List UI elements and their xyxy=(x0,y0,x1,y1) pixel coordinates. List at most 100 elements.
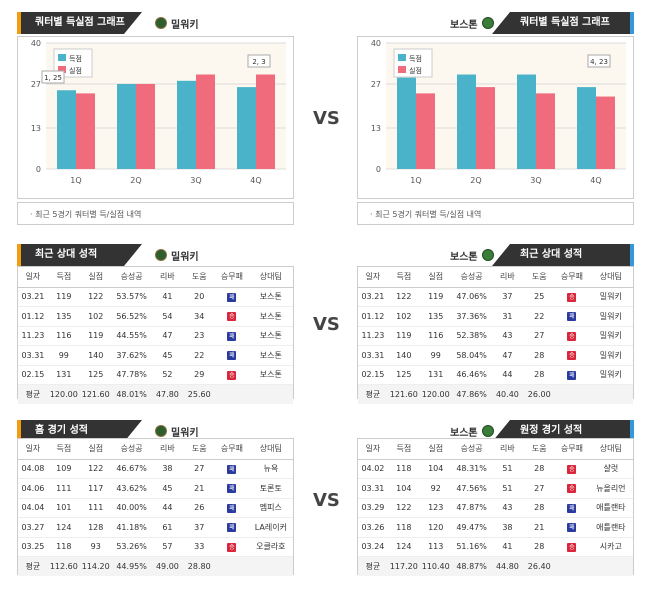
table-row: 03.31 104 92 47.56% 51 27 승 뉴올리언 xyxy=(358,478,633,499)
cell-pts: 135 xyxy=(47,306,80,327)
result-badge: 패 xyxy=(567,523,577,533)
recent-header-right: 최근 상대 성적 xyxy=(492,244,634,266)
legend-swatch xyxy=(398,66,406,73)
cell-team: 밀워키 xyxy=(588,365,633,385)
bar-conceded xyxy=(76,93,95,169)
column-header: 승성공 xyxy=(111,439,152,460)
bar-conceded xyxy=(536,93,555,169)
annotation-box xyxy=(587,54,611,68)
table-row: 01.12 102 135 37.36% 31 22 패 밀워키 xyxy=(358,306,633,327)
cell-team: 밀워키 xyxy=(588,345,633,366)
cell-team: 밀워키 xyxy=(588,287,633,307)
cell-pts: 122 xyxy=(387,498,420,518)
bar-conceded xyxy=(136,83,155,169)
cell-opp: 120 xyxy=(419,517,452,538)
result-badge-cell: 승 xyxy=(555,459,589,479)
cell-reb: 51 xyxy=(491,459,524,479)
avg-pct: 47.86% xyxy=(451,384,492,404)
quarter-panel-left: 쿼터별 득실점 그래프 밀워키 0 13 27 40 1Q 2Q 3Q 4Q 득점 실점 1, 25… xyxy=(17,12,294,225)
cell-team: 보스톤 xyxy=(248,345,293,366)
boston-logo-icon xyxy=(481,249,494,261)
table-row: 03.24 124 113 51.16% 41 28 승 시카고 xyxy=(358,537,633,557)
x-tick-label: 4Q xyxy=(590,176,601,185)
cell-team: 보스톤 xyxy=(248,306,293,327)
quarter-header-left: 쿼터별 득실점 그래프 xyxy=(17,12,142,34)
team-name: 밀워키 xyxy=(171,251,199,263)
cell-pts: 119 xyxy=(387,326,420,346)
cell-opp: 102 xyxy=(79,306,112,327)
cell-ast: 27 xyxy=(183,459,216,479)
table-header-row: 일자 득점 실점 승성공 리바 도움 승무패 상대팀 xyxy=(358,439,633,460)
result-badge: 승 xyxy=(227,370,237,380)
legend-label: 득점 xyxy=(409,55,422,63)
column-header: 리바 xyxy=(151,267,184,288)
annotation-label: 4, 23 xyxy=(590,58,608,66)
bar-conceded xyxy=(196,74,215,169)
cell-opp: 128 xyxy=(79,517,112,538)
avg-pct: 44.95% xyxy=(111,556,152,576)
cell-reb: 38 xyxy=(491,517,524,538)
cell-pts: 109 xyxy=(47,459,80,479)
result-badge-cell: 패 xyxy=(555,306,589,327)
cell-ast: 22 xyxy=(523,306,556,327)
legend-swatch xyxy=(58,66,66,73)
cell-pts: 119 xyxy=(47,287,80,307)
cell-date: 11.23 xyxy=(358,326,388,346)
table-row: 11.23 116 119 44.55% 47 23 패 보스톤 xyxy=(18,326,293,346)
avg-pct: 48.87% xyxy=(451,556,492,576)
average-row: 평균 117.20 110.40 48.87% 44.80 26.40 xyxy=(358,556,633,576)
column-header: 일자 xyxy=(358,267,388,288)
column-header: 리바 xyxy=(151,439,184,460)
result-badge: 승 xyxy=(567,484,577,494)
recent-title-left: 최근 상대 성적 xyxy=(35,249,98,260)
cell-opp: 123 xyxy=(419,498,452,518)
table-header-row: 일자 득점 실점 승성공 리바 도움 승무패 상대팀 xyxy=(358,267,633,288)
recent-header-left: 최근 상대 성적 xyxy=(17,244,142,266)
cell-pct: 56.52% xyxy=(111,306,152,327)
column-header: 득점 xyxy=(47,439,80,460)
table-row: 03.29 122 123 47.87% 43 28 패 애틀랜타 xyxy=(358,498,633,518)
x-tick-label: 3Q xyxy=(530,176,541,185)
quarter-title-left: 쿼터별 득실점 그래프 xyxy=(35,17,125,28)
cell-team: 뉴욕 xyxy=(248,459,293,479)
team-label-left: 밀워키 xyxy=(155,423,199,439)
table-row: 02.15 125 131 46.46% 44 28 패 밀워키 xyxy=(358,365,633,385)
column-header: 도움 xyxy=(183,439,216,460)
y-tick-label: 13 xyxy=(31,124,41,133)
cell-date: 03.26 xyxy=(358,517,388,538)
table-row: 03.21 122 119 47.06% 37 25 승 밀워키 xyxy=(358,287,633,307)
cell-opp: 104 xyxy=(419,459,452,479)
recent-panel-left: 최근 상대 성적 밀워키 일자 득점 실점 승성공 리바 도움 승무패 상대팀 03.21 119… xyxy=(17,244,294,404)
avg-ast: 25.60 xyxy=(183,384,216,404)
legend-label: 득점 xyxy=(69,55,82,63)
column-header: 득점 xyxy=(387,267,420,288)
cell-reb: 31 xyxy=(491,306,524,327)
cell-pct: 41.18% xyxy=(111,517,152,538)
bar-scored xyxy=(577,87,596,169)
result-badge: 패 xyxy=(227,331,237,341)
cell-reb: 45 xyxy=(151,478,184,499)
avg-label: 평균 xyxy=(358,384,388,404)
cell-team: 보스톤 xyxy=(248,365,293,385)
away-title: 원정 경기 성적 xyxy=(520,425,583,436)
table-row: 02.15 131 125 47.78% 52 29 승 보스톤 xyxy=(18,365,293,385)
recent-panel-right: 최근 상대 성적 보스톤 일자 득점 실점 승성공 리바 도움 승무패 상대팀 03.21 122… xyxy=(357,244,634,404)
home-header: 홈 경기 성적 xyxy=(17,420,142,442)
cell-ast: 37 xyxy=(183,517,216,538)
result-badge-cell: 승 xyxy=(555,537,589,557)
avg-empty xyxy=(215,384,249,404)
y-tick-label: 0 xyxy=(36,165,41,174)
avg-opp: 110.40 xyxy=(419,556,452,576)
annotation-label: 1, 25 xyxy=(44,74,62,82)
chart-note: · 최근 5경기 쿼터별 득/실점 내역 xyxy=(370,210,482,219)
column-header: 리바 xyxy=(491,267,524,288)
cell-pts: 140 xyxy=(387,345,420,366)
result-badge-cell: 패 xyxy=(215,498,249,518)
cell-date: 11.23 xyxy=(18,326,48,346)
cell-ast: 27 xyxy=(523,326,556,346)
cell-pts: 122 xyxy=(387,287,420,307)
bar-scored xyxy=(57,90,76,169)
column-header: 상대팀 xyxy=(588,439,633,460)
bar-conceded xyxy=(476,87,495,169)
